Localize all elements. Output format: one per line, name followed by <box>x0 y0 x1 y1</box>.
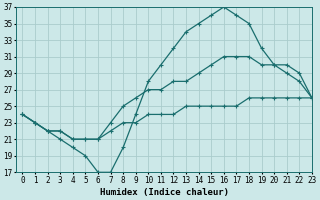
X-axis label: Humidex (Indice chaleur): Humidex (Indice chaleur) <box>100 188 228 197</box>
